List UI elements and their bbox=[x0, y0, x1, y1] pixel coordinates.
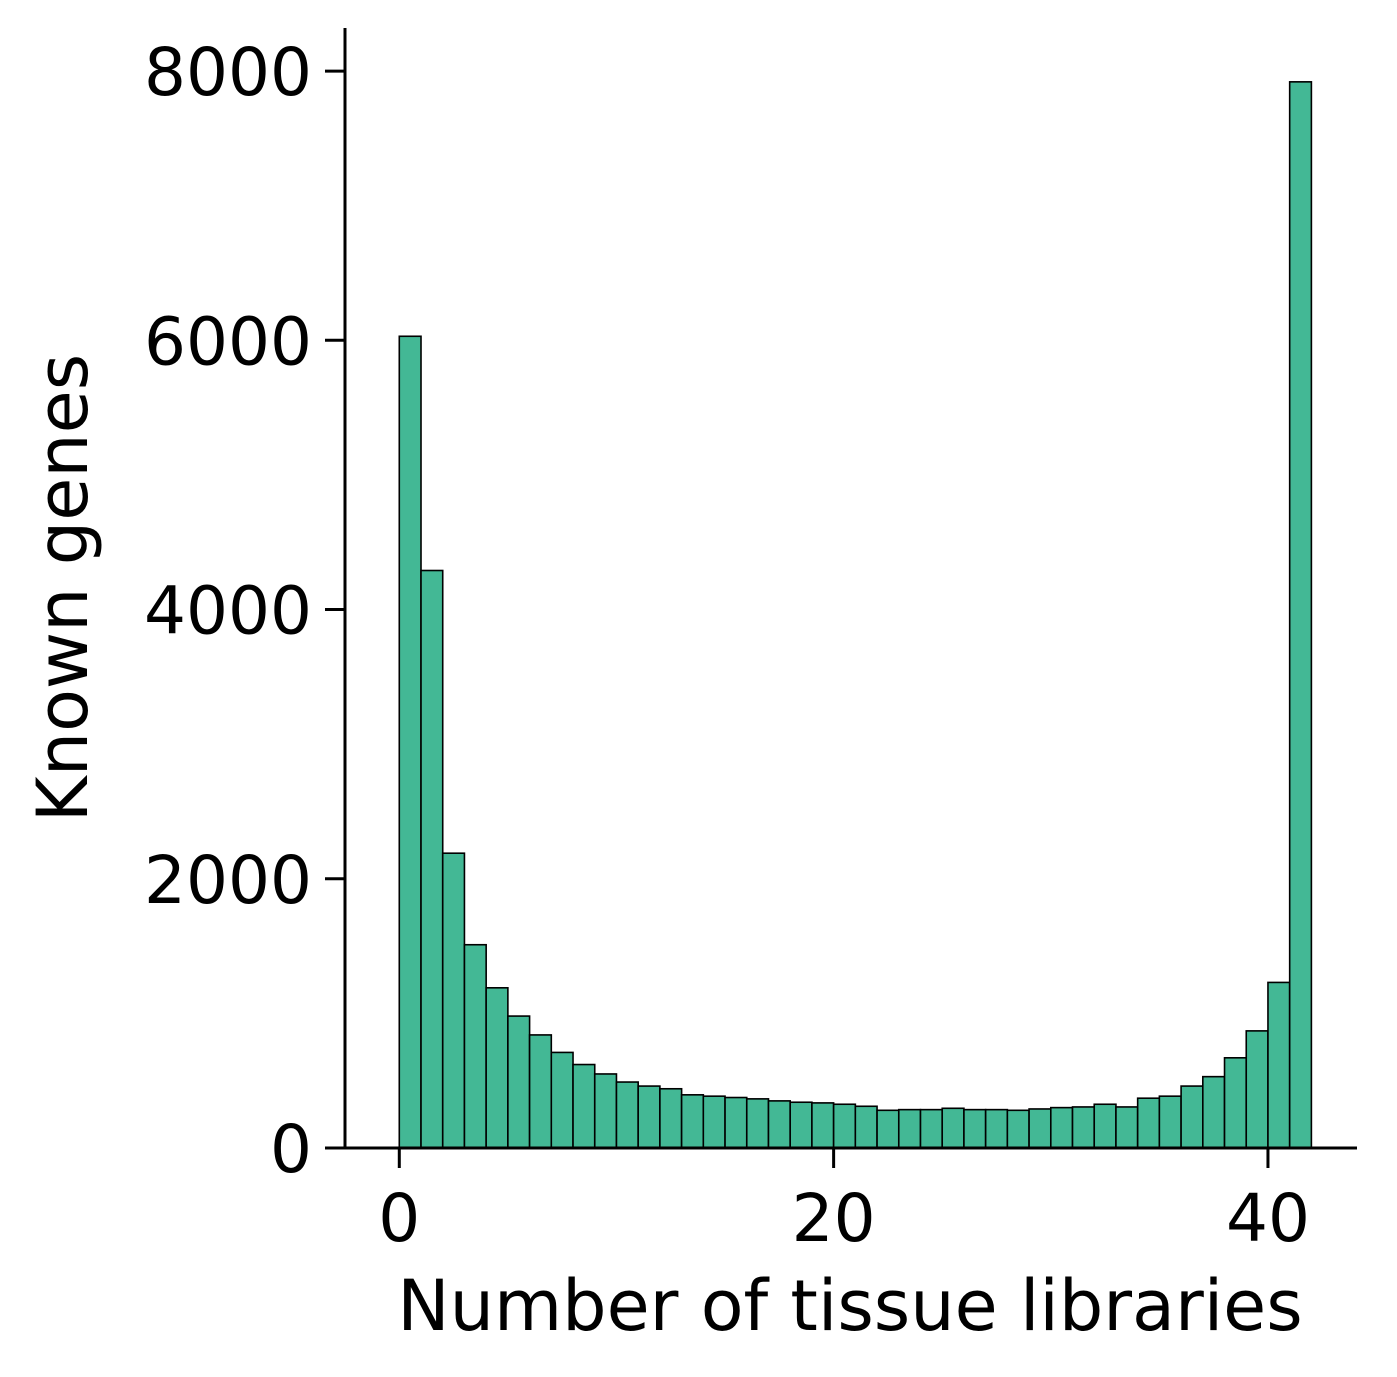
histogram-bar bbox=[1245, 1030, 1269, 1149]
histogram-bar bbox=[1006, 1109, 1030, 1149]
histogram-bar bbox=[1267, 981, 1291, 1149]
histogram-bar bbox=[572, 1063, 596, 1149]
y-tick-label: 6000 bbox=[144, 303, 312, 380]
histogram-bar bbox=[528, 1034, 553, 1149]
x-tick-label: 0 bbox=[378, 1180, 420, 1257]
histogram-bar bbox=[854, 1105, 878, 1149]
histogram-bar bbox=[463, 943, 487, 1149]
histogram-bar bbox=[1202, 1075, 1226, 1149]
histogram-bar bbox=[507, 1015, 531, 1149]
histogram-bar bbox=[897, 1108, 922, 1149]
histogram-bar bbox=[615, 1081, 639, 1149]
histogram-bar bbox=[984, 1108, 1009, 1149]
y-axis-ticks: 0 2000 4000 6000 8000 bbox=[144, 34, 345, 1188]
histogram-bar bbox=[637, 1085, 661, 1149]
histogram-bar bbox=[420, 569, 444, 1149]
histogram-bar bbox=[1180, 1085, 1204, 1149]
histogram-bar bbox=[767, 1100, 791, 1149]
histogram-bar bbox=[680, 1094, 705, 1149]
histogram-bar bbox=[745, 1098, 770, 1149]
histogram-bar bbox=[593, 1073, 618, 1149]
y-tick-label: 2000 bbox=[144, 842, 312, 919]
y-tick-label: 4000 bbox=[144, 573, 312, 650]
histogram-bar bbox=[832, 1103, 857, 1149]
histogram-bar bbox=[702, 1095, 726, 1149]
histogram-bar bbox=[1115, 1106, 1139, 1149]
y-tick-label: 0 bbox=[270, 1111, 312, 1188]
histogram-bar bbox=[1288, 81, 1313, 1149]
histogram-bar bbox=[1136, 1097, 1161, 1149]
histogram-bar bbox=[398, 335, 422, 1149]
y-axis-title: Known genes bbox=[22, 354, 104, 822]
histogram-bar bbox=[485, 987, 509, 1149]
histogram-bar bbox=[919, 1108, 944, 1149]
histogram-bar bbox=[1049, 1106, 1074, 1149]
histogram-bar bbox=[963, 1108, 987, 1149]
histogram-bar bbox=[876, 1109, 900, 1149]
x-axis-title: Number of tissue libraries bbox=[397, 1265, 1302, 1347]
histogram-bar bbox=[441, 852, 466, 1149]
histogram-bar bbox=[1223, 1057, 1248, 1149]
y-tick-label: 8000 bbox=[144, 34, 312, 111]
histogram-bar bbox=[941, 1107, 965, 1149]
x-tick-label: 20 bbox=[792, 1180, 876, 1257]
histogram-bar bbox=[724, 1096, 748, 1149]
histogram-bar bbox=[811, 1102, 835, 1149]
histogram-bar bbox=[789, 1101, 813, 1149]
histogram-bar bbox=[1093, 1103, 1117, 1149]
histogram-bar bbox=[550, 1051, 574, 1149]
histogram-bars bbox=[398, 81, 1313, 1149]
x-axis-ticks: 0 20 40 bbox=[378, 1148, 1310, 1257]
histogram-bar bbox=[1028, 1108, 1052, 1149]
histogram-bar bbox=[659, 1087, 683, 1149]
histogram-bar bbox=[1158, 1095, 1182, 1149]
histogram-bar bbox=[1071, 1106, 1096, 1149]
x-tick-label: 40 bbox=[1226, 1180, 1310, 1257]
